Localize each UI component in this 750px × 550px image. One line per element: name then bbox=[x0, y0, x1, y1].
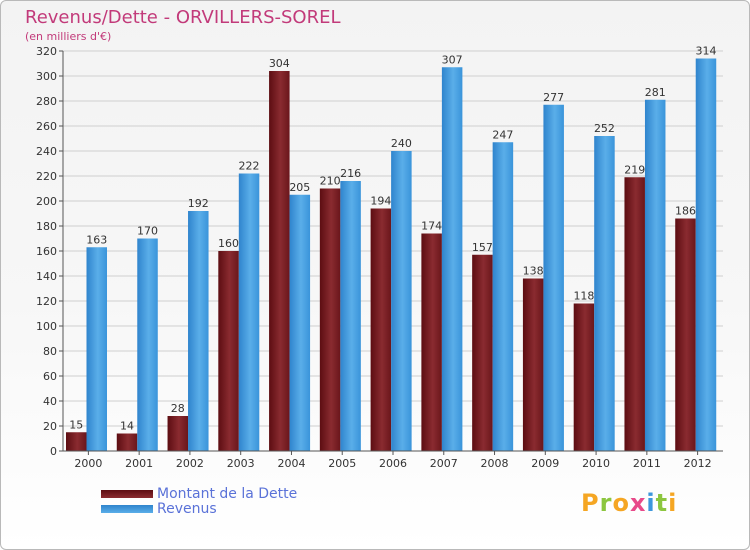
bar-revenus bbox=[644, 99, 666, 451]
bar-debt bbox=[421, 233, 442, 451]
x-tick-label: 2001 bbox=[125, 457, 153, 470]
logo-letter: x bbox=[629, 489, 647, 517]
data-label-debt: 14 bbox=[120, 420, 134, 433]
y-tick-label: 20 bbox=[43, 420, 57, 433]
data-label-debt: 118 bbox=[573, 290, 594, 303]
logo-letter: t bbox=[655, 489, 669, 517]
bar-revenus bbox=[86, 247, 107, 451]
chart-subtitle: (en milliers d'€) bbox=[25, 30, 112, 43]
bar-revenus bbox=[594, 136, 615, 451]
data-label-debt: 186 bbox=[675, 205, 696, 218]
bar-revenus bbox=[441, 67, 463, 451]
bar-debt bbox=[116, 433, 138, 451]
legend-label-revenus: Revenus bbox=[157, 501, 217, 517]
data-label-revenus: 277 bbox=[543, 91, 564, 104]
data-label-revenus: 281 bbox=[645, 86, 666, 99]
y-tick-label: 200 bbox=[36, 195, 57, 208]
data-label-revenus: 163 bbox=[86, 233, 107, 246]
bar-debt bbox=[472, 254, 493, 451]
y-tick-label: 140 bbox=[36, 270, 57, 283]
x-tick-label: 2011 bbox=[633, 457, 661, 470]
bar-debt bbox=[522, 278, 544, 451]
y-tick-label: 160 bbox=[36, 245, 57, 258]
bar-debt bbox=[319, 188, 341, 451]
x-tick-label: 2012 bbox=[684, 457, 712, 470]
bar-debt bbox=[66, 432, 87, 451]
y-tick-label: 120 bbox=[36, 295, 57, 308]
x-tick-label: 2009 bbox=[531, 457, 559, 470]
data-label-debt: 138 bbox=[523, 265, 544, 278]
bar-revenus bbox=[492, 142, 514, 451]
chart-title: Revenus/Dette - ORVILLERS-SOREL bbox=[25, 7, 341, 28]
data-label-debt: 157 bbox=[472, 241, 493, 254]
data-label-debt: 219 bbox=[624, 163, 645, 176]
logo-letter: i bbox=[668, 489, 678, 517]
x-tick-label: 2006 bbox=[379, 457, 407, 470]
y-tick-label: 0 bbox=[50, 445, 57, 458]
x-tick-label: 2008 bbox=[481, 457, 509, 470]
data-label-debt: 194 bbox=[370, 195, 391, 208]
bar-revenus bbox=[695, 58, 717, 451]
y-tick-label: 280 bbox=[36, 95, 57, 108]
data-label-revenus: 240 bbox=[391, 137, 412, 150]
bar-debt bbox=[573, 303, 595, 451]
bar-revenus bbox=[137, 238, 158, 451]
bar-revenus bbox=[238, 173, 260, 451]
y-tick-label: 320 bbox=[36, 45, 57, 58]
data-label-debt: 160 bbox=[218, 237, 239, 250]
bar-debt bbox=[675, 218, 696, 451]
y-tick-label: 180 bbox=[36, 220, 57, 233]
bar-debt bbox=[218, 251, 239, 451]
bar-revenus bbox=[188, 211, 209, 451]
y-tick-label: 240 bbox=[36, 145, 57, 158]
logo-letter: P bbox=[581, 489, 600, 517]
data-label-debt: 174 bbox=[421, 220, 442, 233]
data-label-revenus: 192 bbox=[188, 197, 209, 210]
data-label-revenus: 252 bbox=[594, 122, 615, 135]
y-tick-label: 40 bbox=[43, 395, 57, 408]
data-label-debt: 28 bbox=[171, 402, 185, 415]
bar-debt bbox=[624, 177, 645, 451]
logo-letter: o bbox=[612, 489, 630, 517]
bar-debt bbox=[370, 208, 392, 451]
logo-letter: r bbox=[599, 489, 613, 517]
x-tick-label: 2004 bbox=[277, 457, 305, 470]
bar-debt bbox=[269, 71, 290, 451]
x-tick-label: 2002 bbox=[176, 457, 204, 470]
x-tick-label: 2005 bbox=[328, 457, 356, 470]
data-label-revenus: 216 bbox=[340, 167, 361, 180]
data-label-revenus: 314 bbox=[695, 45, 716, 58]
data-label-debt: 304 bbox=[269, 57, 290, 70]
x-tick-label: 2007 bbox=[430, 457, 458, 470]
y-tick-label: 80 bbox=[43, 345, 57, 358]
data-label-revenus: 205 bbox=[289, 181, 310, 194]
legend-label-debt: Montant de la Dette bbox=[157, 486, 298, 502]
data-label-revenus: 222 bbox=[239, 160, 260, 173]
data-label-revenus: 307 bbox=[442, 53, 463, 66]
legend-swatch-revenus bbox=[101, 505, 153, 513]
legend-swatch-debt bbox=[101, 490, 153, 498]
bar-debt bbox=[167, 416, 189, 451]
logo-letter: i bbox=[646, 489, 656, 517]
data-label-revenus: 247 bbox=[492, 128, 513, 141]
x-tick-label: 2003 bbox=[227, 457, 255, 470]
y-tick-label: 220 bbox=[36, 170, 57, 183]
x-tick-label: 2010 bbox=[582, 457, 610, 470]
y-tick-label: 60 bbox=[43, 370, 57, 383]
proxiti-logo: Proxiti bbox=[581, 489, 677, 517]
data-label-debt: 210 bbox=[320, 175, 341, 188]
y-tick-label: 260 bbox=[36, 120, 57, 133]
bar-revenus bbox=[543, 104, 564, 451]
x-tick-label: 2000 bbox=[74, 457, 102, 470]
bar-revenus bbox=[391, 151, 412, 451]
y-tick-label: 100 bbox=[36, 320, 57, 333]
data-label-revenus: 170 bbox=[137, 225, 158, 238]
bar-revenus bbox=[340, 181, 361, 451]
bar-revenus bbox=[289, 194, 311, 451]
data-label-debt: 15 bbox=[69, 418, 83, 431]
y-tick-label: 300 bbox=[36, 70, 57, 83]
